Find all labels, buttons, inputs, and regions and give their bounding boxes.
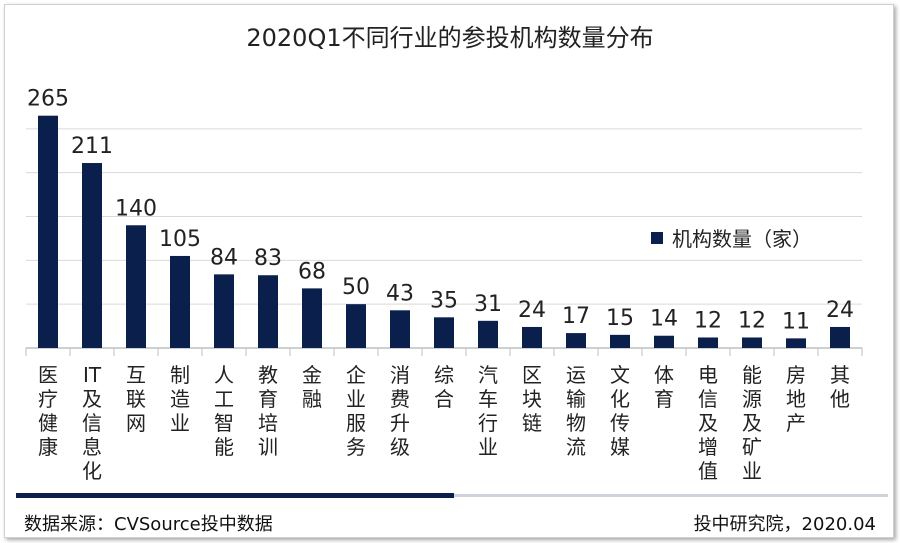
data-label: 84 <box>210 245 238 270</box>
bar <box>38 115 58 348</box>
legend-swatch <box>651 231 663 244</box>
bar <box>654 335 674 348</box>
bar <box>346 304 366 348</box>
category-label: 汽车行业 <box>478 363 498 459</box>
category-label: IT 及信息化 <box>82 363 102 483</box>
data-label: 11 <box>782 309 810 334</box>
category-label: 人工智能 <box>214 363 234 459</box>
category-label: 综合 <box>434 363 454 411</box>
data-label: 68 <box>298 259 326 284</box>
bar <box>170 255 190 348</box>
data-label: 43 <box>386 281 414 306</box>
bar <box>126 225 146 348</box>
data-label: 24 <box>826 298 854 323</box>
data-source-note: 数据来源：CVSource投中数据 <box>24 514 273 535</box>
category-label: 文化传媒 <box>610 363 630 459</box>
bar <box>742 337 762 348</box>
data-label: 50 <box>342 275 370 300</box>
bar <box>434 317 454 348</box>
footer-divider <box>454 494 888 497</box>
chart-frame <box>4 4 894 538</box>
bar <box>830 326 850 348</box>
category-label: 企业服务 <box>346 363 366 459</box>
legend-label: 机构数量（家） <box>672 227 812 251</box>
category-label: 区块链 <box>522 363 542 435</box>
category-label: 运输物流 <box>566 363 586 459</box>
bar <box>258 275 278 348</box>
data-label: 265 <box>27 87 69 112</box>
data-label: 24 <box>518 298 546 323</box>
bar <box>698 337 718 348</box>
bar <box>214 274 234 348</box>
bar <box>302 288 322 348</box>
data-label: 83 <box>254 246 282 271</box>
credit-note: 投中研究院，2020.04 <box>693 514 876 535</box>
bar <box>478 320 498 348</box>
data-label: 12 <box>738 308 766 333</box>
bar <box>82 163 102 348</box>
data-label: 211 <box>71 134 113 159</box>
category-label: 制造业 <box>170 363 190 435</box>
chart-legend: 机构数量（家） <box>651 223 812 252</box>
category-label: 金融 <box>302 363 322 411</box>
category-label: 消费升级 <box>390 363 410 459</box>
data-label: 140 <box>115 196 157 221</box>
bar <box>390 310 410 348</box>
data-label: 31 <box>474 292 502 317</box>
data-label: 14 <box>650 307 678 332</box>
category-label: 房地产 <box>786 363 806 435</box>
bar <box>566 333 586 348</box>
bar <box>610 334 630 348</box>
chart-title: 2020Q1不同行业的参投机构数量分布 <box>246 24 654 52</box>
category-label: 互联网 <box>126 363 146 435</box>
category-label: 其他 <box>830 363 850 411</box>
footer-divider-accent <box>16 493 454 498</box>
data-label: 15 <box>606 306 634 331</box>
category-label: 体育 <box>654 363 674 411</box>
data-label: 105 <box>159 227 201 252</box>
category-label: 能源及矿业 <box>742 363 762 483</box>
category-label: 教育培训 <box>258 363 278 459</box>
bar <box>786 338 806 348</box>
data-label: 12 <box>694 308 722 333</box>
category-label: 电信及增值 <box>698 363 718 483</box>
data-label: 35 <box>430 288 458 313</box>
category-label: 医疗健康 <box>38 363 58 459</box>
bar <box>522 326 542 348</box>
data-label: 17 <box>562 304 590 329</box>
